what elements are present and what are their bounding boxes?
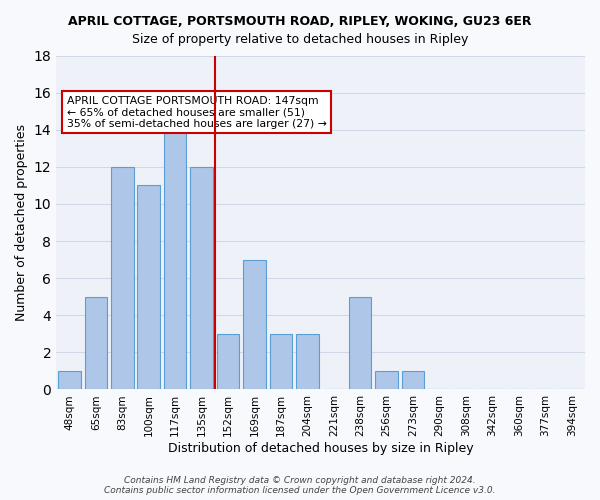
Text: APRIL COTTAGE PORTSMOUTH ROAD: 147sqm
← 65% of detached houses are smaller (51)
: APRIL COTTAGE PORTSMOUTH ROAD: 147sqm ← … [67, 96, 326, 129]
Bar [164, 130, 187, 390]
Bar [402, 371, 424, 390]
Text: Size of property relative to detached houses in Ripley: Size of property relative to detached ho… [132, 32, 468, 46]
Y-axis label: Number of detached properties: Number of detached properties [15, 124, 28, 321]
Text: Contains HM Land Registry data © Crown copyright and database right 2024.
Contai: Contains HM Land Registry data © Crown c… [104, 476, 496, 495]
X-axis label: Distribution of detached houses by size in Ripley: Distribution of detached houses by size … [168, 442, 473, 455]
Bar [111, 167, 134, 390]
Text: APRIL COTTAGE, PORTSMOUTH ROAD, RIPLEY, WOKING, GU23 6ER: APRIL COTTAGE, PORTSMOUTH ROAD, RIPLEY, … [68, 15, 532, 28]
Bar [269, 334, 292, 390]
Bar [58, 371, 80, 390]
Bar [296, 334, 319, 390]
Bar [190, 167, 213, 390]
Bar [243, 260, 266, 390]
Bar [376, 371, 398, 390]
Bar [137, 186, 160, 390]
Bar [85, 296, 107, 390]
Bar [217, 334, 239, 390]
Bar [349, 296, 371, 390]
